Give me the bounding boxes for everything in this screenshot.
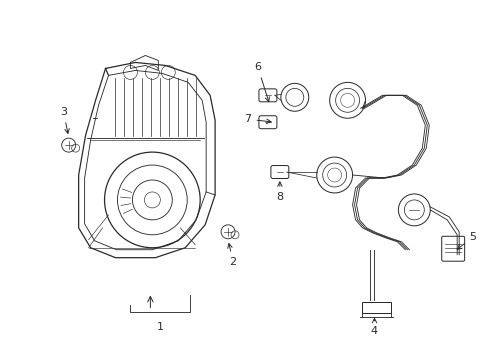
FancyBboxPatch shape (361, 302, 390, 314)
Text: 2: 2 (227, 243, 236, 267)
Text: 1: 1 (157, 323, 163, 332)
FancyBboxPatch shape (259, 89, 276, 102)
Text: 4: 4 (370, 318, 377, 336)
Text: 6: 6 (254, 62, 269, 102)
FancyBboxPatch shape (441, 236, 464, 261)
Text: 3: 3 (60, 107, 69, 133)
FancyBboxPatch shape (270, 166, 288, 179)
Text: 5: 5 (456, 232, 476, 249)
Text: 7: 7 (244, 114, 270, 124)
FancyBboxPatch shape (259, 116, 276, 129)
Text: 8: 8 (276, 182, 283, 202)
